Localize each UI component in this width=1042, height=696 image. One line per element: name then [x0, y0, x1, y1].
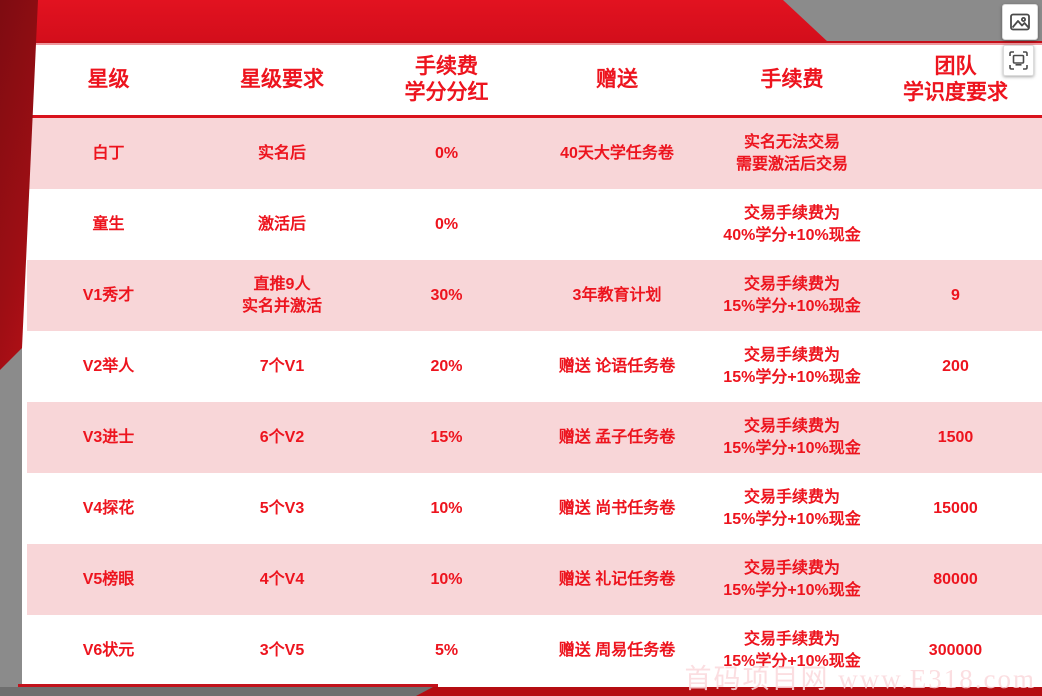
- table-row: V5榜眼 4个V4 10% 赠送 礼记任务卷 交易手续费为 15%学分+10%现…: [27, 544, 1042, 615]
- image-icon: [1008, 10, 1032, 34]
- cell-dividend: 30%: [430, 286, 463, 304]
- cell-team: 300000: [928, 641, 983, 659]
- cell-gift: 赠送 论语任务卷: [558, 357, 676, 375]
- cell-requirement: 实名后: [257, 144, 306, 162]
- cell-level: V3进士: [82, 428, 135, 446]
- scan-text-icon: [1008, 50, 1029, 71]
- cell-dividend: 10%: [430, 499, 463, 517]
- cell-requirement: 7个V1: [259, 357, 305, 375]
- cell-fee: 交易手续费为 15%学分+10%现金: [723, 559, 861, 599]
- cell-fee: 交易手续费为 15%学分+10%现金: [723, 417, 861, 457]
- header-team: 团队 学识度要求: [903, 54, 1008, 104]
- cell-level: V6状元: [82, 641, 135, 659]
- table-row: V4探花 5个V3 10% 赠送 尚书任务卷 交易手续费为 15%学分+10%现…: [27, 473, 1042, 544]
- cell-team: 15000: [933, 499, 978, 517]
- cell-dividend: 5%: [434, 641, 459, 659]
- cell-requirement: 6个V2: [259, 428, 305, 446]
- header-fee: 手续费: [760, 67, 824, 91]
- table-row: V2举人 7个V1 20% 赠送 论语任务卷 交易手续费为 15%学分+10%现…: [27, 331, 1042, 402]
- cell-level: V4探花: [82, 499, 135, 517]
- cell-gift: 40天大学任务卷: [560, 144, 674, 162]
- extract-text-button[interactable]: [1003, 45, 1034, 76]
- cell-level: V1秀才: [82, 286, 135, 304]
- banner-underline: [0, 41, 1042, 45]
- star-level-table: 星级 星级要求 手续费 学分分红 赠送 手续费 团队 学识度要求 白丁 实名后 …: [22, 45, 1042, 687]
- table-row: V1秀才 直推9人 实名并激活 30% 3年教育计划 交易手续费为 15%学分+…: [27, 260, 1042, 331]
- cell-requirement: 3个V5: [259, 641, 305, 659]
- cell-fee: 实名无法交易 需要激活后交易: [735, 133, 848, 173]
- cell-dividend: 0%: [434, 144, 459, 162]
- table-row: V3进士 6个V2 15% 赠送 孟子任务卷 交易手续费为 15%学分+10%现…: [27, 402, 1042, 473]
- header-requirement: 星级要求: [240, 67, 324, 91]
- cell-dividend: 20%: [430, 357, 463, 375]
- cell-requirement: 5个V3: [259, 499, 305, 517]
- view-image-button[interactable]: [1002, 4, 1038, 40]
- cell-level: 童生: [92, 215, 125, 233]
- cell-fee: 交易手续费为 15%学分+10%现金: [723, 630, 861, 670]
- header-gift: 赠送: [596, 67, 638, 91]
- cell-requirement: 激活后: [257, 215, 306, 233]
- cell-requirement: 直推9人 实名并激活: [241, 275, 322, 315]
- cell-level: V2举人: [82, 357, 135, 375]
- table-row: V6状元 3个V5 5% 赠送 周易任务卷 交易手续费为 15%学分+10%现金…: [27, 615, 1042, 686]
- table-header-row: 星级 星级要求 手续费 学分分红 赠送 手续费 团队 学识度要求: [27, 45, 1042, 118]
- cell-fee: 交易手续费为 15%学分+10%现金: [723, 488, 861, 528]
- cell-gift: 赠送 孟子任务卷: [558, 428, 676, 446]
- cell-dividend: 0%: [434, 215, 459, 233]
- cell-requirement: 4个V4: [259, 570, 305, 588]
- cell-fee: 交易手续费为 40%学分+10%现金: [723, 204, 861, 244]
- title-banner: [0, 0, 828, 42]
- watermark-text: 首码项目网 www.E318.com: [684, 664, 1036, 694]
- cell-team: 1500: [937, 428, 974, 446]
- table-row: 白丁 实名后 0% 40天大学任务卷 实名无法交易 需要激活后交易: [27, 118, 1042, 189]
- table-row: 童生 激活后 0% 交易手续费为 40%学分+10%现金: [27, 189, 1042, 260]
- cell-dividend: 15%: [430, 428, 463, 446]
- cell-fee: 交易手续费为 15%学分+10%现金: [723, 346, 861, 386]
- cell-gift: 赠送 周易任务卷: [558, 641, 676, 659]
- cell-team: 80000: [933, 570, 978, 588]
- cell-team: 200: [942, 357, 969, 375]
- cell-gift: 赠送 尚书任务卷: [558, 499, 676, 517]
- bottom-accent-line: [18, 684, 438, 687]
- cell-gift: 赠送 礼记任务卷: [558, 570, 676, 588]
- cell-level: 白丁: [92, 144, 125, 162]
- cell-team: 9: [951, 286, 960, 304]
- cell-gift: 3年教育计划: [572, 286, 662, 304]
- cell-fee: 交易手续费为 15%学分+10%现金: [723, 275, 861, 315]
- header-dividend: 手续费 学分分红: [404, 54, 489, 104]
- cell-dividend: 10%: [430, 570, 463, 588]
- cell-level: V5榜眼: [82, 570, 135, 588]
- header-level: 星级: [87, 67, 130, 91]
- bottom-bar-red: [416, 687, 1042, 696]
